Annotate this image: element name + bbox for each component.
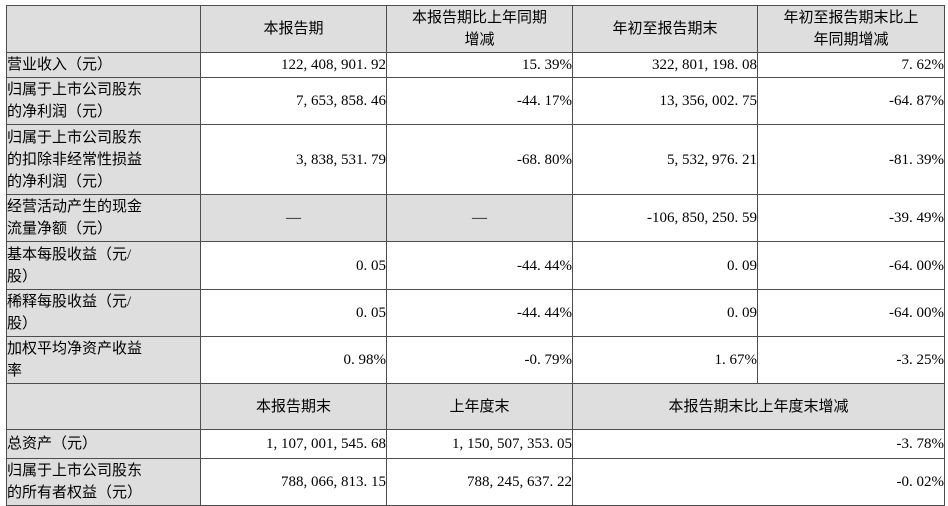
metric-value-current-yoy: -68. 80% — [386, 124, 573, 195]
col-header-ytd-yoy: 年初至报告期末比上 年同期增减 — [757, 5, 945, 53]
col-header-current-period: 本报告期 — [200, 5, 387, 53]
table-row-diluted-eps: 稀释每股收益（元/ 股） 0. 05 -44. 44% 0. 09 -64. 0… — [6, 289, 945, 337]
metric-value-ytd-yoy: -39. 49% — [757, 194, 945, 242]
metric-label: 归属于上市公司股东 的所有者权益（元） — [6, 458, 201, 506]
metric-value-ytd-yoy: -3. 25% — [757, 336, 945, 384]
metric-value-current: 3, 838, 531. 79 — [200, 124, 387, 195]
metric-value-current: 7, 653, 858. 46 — [200, 77, 387, 125]
corner-cell — [6, 383, 201, 430]
metric-value-current-yoy: -44. 44% — [386, 289, 573, 337]
metric-value-current: 122, 408, 901. 92 — [200, 52, 387, 78]
metric-value-current-yoy: — — [386, 194, 573, 242]
table-row-basic-eps: 基本每股收益（元/ 股） 0. 05 -44. 44% 0. 09 -64. 0… — [6, 241, 945, 290]
metric-value-ytd-yoy: -64. 00% — [757, 289, 945, 337]
metric-value-ytd: 5, 532, 976. 21 — [572, 124, 758, 195]
metric-value-ytd-yoy: -64. 00% — [757, 241, 945, 290]
metric-value-ytd-yoy: -81. 39% — [757, 124, 945, 195]
metric-label: 营业收入（元） — [6, 52, 201, 78]
metric-value-ytd: 13, 356, 002. 75 — [572, 77, 758, 125]
metric-label: 基本每股收益（元/ 股） — [6, 241, 201, 290]
table-row-revenue: 营业收入（元） 122, 408, 901. 92 15. 39% 322, 8… — [6, 52, 945, 78]
metric-value-current-yoy: -44. 17% — [386, 77, 573, 125]
metric-value-change: -3. 78% — [572, 429, 945, 459]
corner-cell — [6, 5, 201, 53]
header-row-period: 本报告期 本报告期比上年同期 增减 年初至报告期末 年初至报告期末比上 年同期增… — [6, 5, 945, 53]
table-row-net-profit: 归属于上市公司股东 的净利润（元） 7, 653, 858. 46 -44. 1… — [6, 77, 945, 125]
metric-value-ytd: 0. 09 — [572, 241, 758, 290]
metric-value-current: 0. 05 — [200, 241, 387, 290]
metric-value-ytd-yoy: -64. 87% — [757, 77, 945, 125]
metric-label: 归属于上市公司股东 的扣除非经常性损益 的净利润（元） — [6, 124, 201, 195]
col-header-current-period-yoy: 本报告期比上年同期 增减 — [386, 5, 573, 53]
metric-value-period-end: 1, 107, 001, 545. 68 — [200, 429, 387, 459]
col-header-period-end: 本报告期末 — [200, 383, 387, 430]
metric-value-prev-year-end: 1, 150, 507, 353. 05 — [386, 429, 573, 459]
col-header-prev-year-end: 上年度末 — [386, 383, 573, 430]
metric-label: 稀释每股收益（元/ 股） — [6, 289, 201, 337]
table-row-operating-cash-flow: 经营活动产生的现金 流量净额（元） — — -106, 850, 250. 59… — [6, 194, 945, 242]
financial-summary-table: 本报告期 本报告期比上年同期 增减 年初至报告期末 年初至报告期末比上 年同期增… — [6, 5, 945, 506]
metric-value-current-yoy: -0. 79% — [386, 336, 573, 384]
metric-value-change: -0. 02% — [572, 458, 945, 506]
metric-value-ytd: -106, 850, 250. 59 — [572, 194, 758, 242]
metric-value-current: 0. 98% — [200, 336, 387, 384]
metric-value-current-yoy: -44. 44% — [386, 241, 573, 290]
col-header-period-end-change: 本报告期末比上年度末增减 — [572, 383, 945, 430]
metric-value-ytd-yoy: 7. 62% — [757, 52, 945, 78]
col-header-ytd: 年初至报告期末 — [572, 5, 758, 53]
metric-label: 总资产（元） — [6, 429, 201, 459]
metric-label: 归属于上市公司股东 的净利润（元） — [6, 77, 201, 125]
table-row-weighted-roe: 加权平均净资产收益 率 0. 98% -0. 79% 1. 67% -3. 25… — [6, 336, 945, 384]
metric-value-prev-year-end: 788, 245, 637. 22 — [386, 458, 573, 506]
metric-value-ytd: 322, 801, 198. 08 — [572, 52, 758, 78]
metric-value-ytd: 0. 09 — [572, 289, 758, 337]
metric-value-current-yoy: 15. 39% — [386, 52, 573, 78]
table-row-owners-equity: 归属于上市公司股东 的所有者权益（元） 788, 066, 813. 15 78… — [6, 458, 945, 506]
metric-value-period-end: 788, 066, 813. 15 — [200, 458, 387, 506]
metric-value-ytd: 1. 67% — [572, 336, 758, 384]
metric-value-current: — — [200, 194, 387, 242]
header-row-balance: 本报告期末 上年度末 本报告期末比上年度末增减 — [6, 383, 945, 430]
metric-label: 经营活动产生的现金 流量净额（元） — [6, 194, 201, 242]
table-row-total-assets: 总资产（元） 1, 107, 001, 545. 68 1, 150, 507,… — [6, 429, 945, 459]
table-row-net-profit-excl-nonrecurring: 归属于上市公司股东 的扣除非经常性损益 的净利润（元） 3, 838, 531.… — [6, 124, 945, 195]
metric-value-current: 0. 05 — [200, 289, 387, 337]
metric-label: 加权平均净资产收益 率 — [6, 336, 201, 384]
